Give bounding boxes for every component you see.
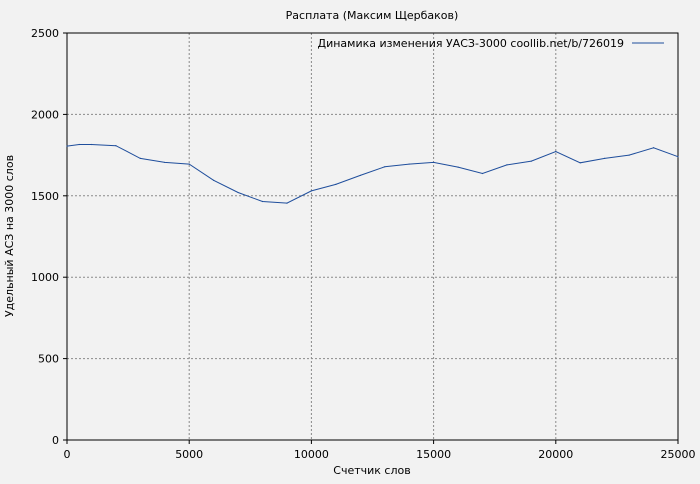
data-point [90,143,93,146]
x-tick-label: 25000 [661,448,696,461]
series-layer [66,143,679,204]
data-point [384,166,386,168]
y-tick-label: 2000 [31,108,59,121]
x-tick-label: 5000 [175,448,203,461]
x-tick-label: 0 [64,448,71,461]
data-point [66,145,68,147]
data-point [457,166,459,168]
data-point [677,156,679,158]
data-point [359,174,361,177]
series-line [66,144,679,204]
y-axis: 0 500 1000 1500 2000 2500 [31,27,67,447]
plot-frame [66,32,679,441]
data-point [652,147,655,149]
gridlines [67,33,678,440]
data-point [78,143,80,146]
y-tick-label: 1500 [31,190,59,203]
x-tick-label: 10000 [294,448,329,461]
data-point [139,157,141,159]
data-point [335,183,337,186]
data-point [628,154,630,156]
data-point [433,161,435,164]
chart-title: Расплата (Максим Щербаков) [286,9,459,22]
data-point [408,163,410,165]
data-point [237,191,239,194]
data-point [579,162,581,164]
y-axis-label: Удельный АСЗ на 3000 слов [3,155,16,317]
x-axis-label: Счетчик слов [333,464,410,477]
data-point [213,179,215,181]
y-tick-label: 2500 [31,27,59,40]
x-tick-label: 20000 [538,448,573,461]
data-point [604,157,606,159]
data-point [506,164,508,166]
legend: Динамика изменения УАСЗ-3000 coollib.net… [318,37,664,50]
x-tick-label: 15000 [416,448,451,461]
y-tick-label: 1000 [31,271,59,284]
y-tick-label: 500 [38,353,59,366]
data-point [115,145,117,147]
legend-label: Динамика изменения УАСЗ-3000 coollib.net… [318,37,625,50]
y-tick-label: 0 [52,434,59,447]
data-point [481,172,484,175]
x-axis: 0 5000 10000 15000 20000 25000 [64,440,696,461]
data-point [188,163,190,165]
data-point [164,161,166,164]
data-point [261,200,264,203]
data-point [530,160,532,162]
data-point [555,150,557,153]
data-point [310,190,312,192]
data-point [286,202,288,204]
